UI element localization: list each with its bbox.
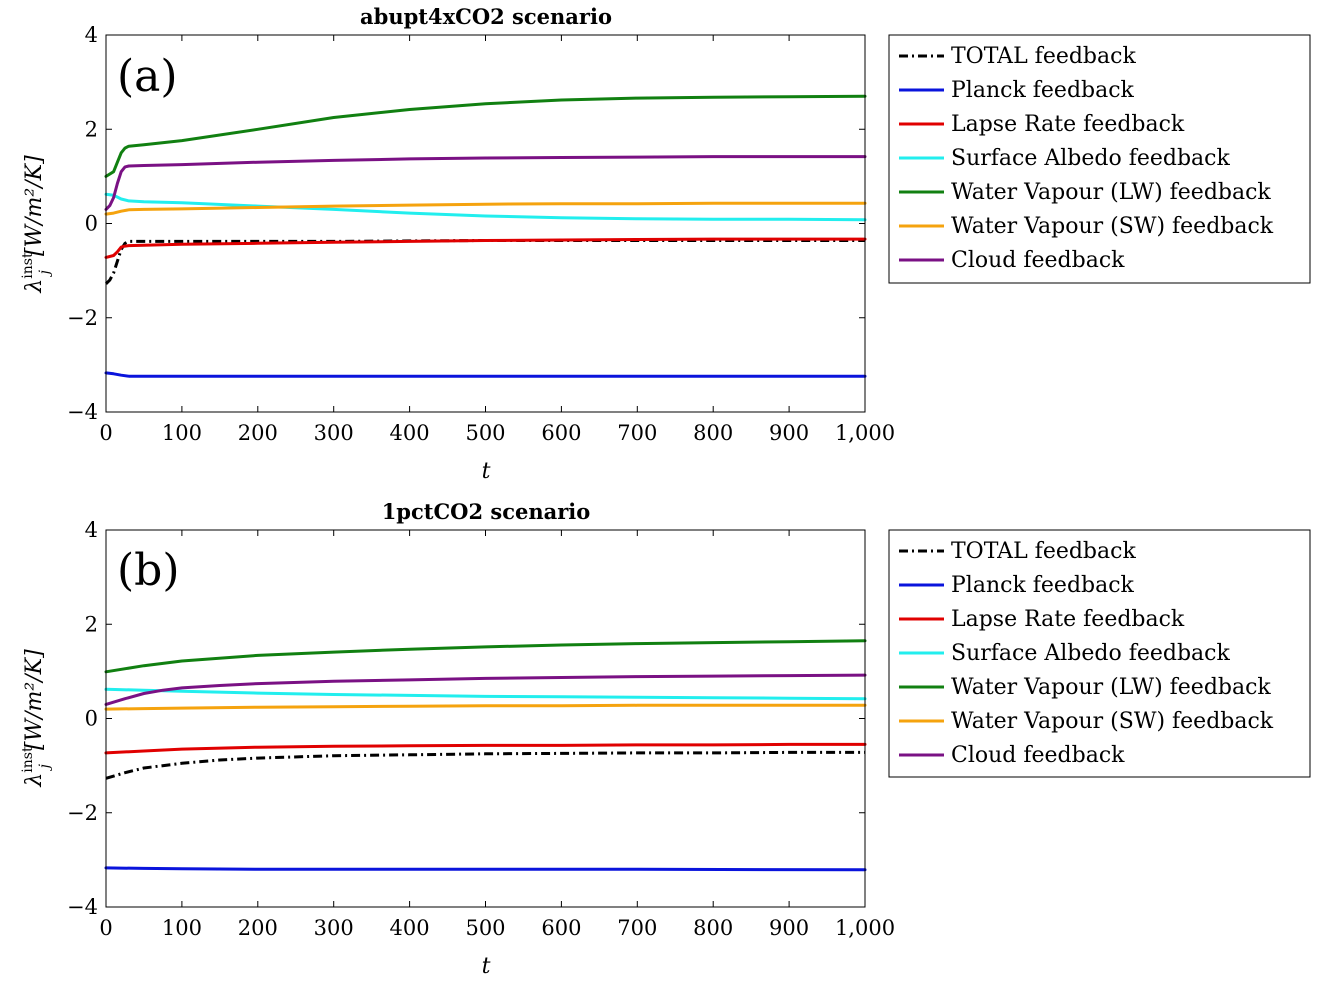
chart-title: 1pctCO2 scenario [382,499,591,524]
legend-entry: Cloud feedback [951,248,1125,273]
x-tick-label: 200 [238,916,278,940]
series-line-4 [104,687,867,701]
y-tick-label: 4 [85,518,98,542]
legend-box [888,529,1311,778]
y-tick-label: 0 [85,707,98,731]
x-axis-label: t [482,954,491,979]
y-label-units: [W/m²/K] [22,649,47,750]
x-tick-label: 300 [314,916,354,940]
legend-entry: Lapse Rate feedback [951,607,1185,632]
y-tick-label: −4 [67,895,98,919]
x-tick-label: 100 [162,421,202,445]
y-axis-label: λinstj [W/m²/K] [20,649,53,788]
x-tick-label: 900 [769,421,809,445]
legend-box [888,34,1311,284]
legend-entry: Water Vapour (SW) feedback [951,709,1274,734]
y-tick-label: −2 [67,306,98,330]
series-line-6 [104,201,867,216]
x-tick-label: 600 [541,421,581,445]
panel-label: (a) [117,51,178,102]
legend-entry: Planck feedback [951,78,1135,103]
legend: TOTAL feedback Planck feedback Lapse Rate … [888,34,1311,284]
legend-entry: Water Vapour (LW) feedback [951,180,1271,205]
legend-entry: Surface Albedo feedback [951,146,1230,171]
series-line-2 [104,866,867,872]
panel-label: (b) [117,545,180,596]
y-tick-label: −4 [67,400,98,424]
series-line-2 [104,371,867,378]
series-line-7 [104,155,867,211]
plot-frame [105,529,866,908]
legend-entry: TOTAL feedback [951,44,1136,69]
y-tick-label: 0 [85,212,98,236]
chart-title: abupt4xCO2 scenario [360,4,612,29]
x-tick-label: 200 [238,421,278,445]
x-tick-label: 400 [390,421,430,445]
x-tick-label: 1,000 [835,421,895,445]
y-axis-label: λinstj [W/m²/K] [20,155,53,294]
legend-entry: Cloud feedback [951,743,1125,768]
y-label-subscript: j [37,763,53,771]
x-tick-label: 700 [617,421,657,445]
x-tick-label: 300 [314,421,354,445]
x-tick-label: 0 [99,916,112,940]
y-label-superscript: inst [20,746,36,773]
legend-entry: Surface Albedo feedback [951,641,1230,666]
legend-entry: Planck feedback [951,573,1135,598]
plot-area: 0 100 200 300 400 500 600 700 800 900 1,000 −4 −2 0 2 4 [67,23,895,445]
x-tick-label: 400 [390,916,430,940]
x-tick-label: 500 [465,916,505,940]
y-tick-label: 2 [85,612,98,636]
series-line-6 [104,703,867,711]
series-line-1 [105,750,865,780]
panel-a: abupt4xCO2 scenario (a) λinstj [W/m²/K] t… [20,4,1311,484]
y-label-superscript: inst [20,252,36,279]
x-tick-label: 800 [693,916,733,940]
series-line-1 [104,239,865,285]
plot-frame [105,34,866,413]
y-tick-label: 2 [85,117,98,141]
x-tick-label: 900 [769,916,809,940]
svg-text:λinstj[W/m²/K]: λinstj [W/m²/K] [20,649,53,788]
y-tick-label: −2 [67,801,98,825]
y-label-units: [W/m²/K] [22,155,47,256]
x-tick-label: 0 [99,421,112,445]
panel-b: 1pctCO2 scenario (b) λinstj [W/m²/K] t 0 1… [20,499,1311,979]
series-line-5 [104,94,867,178]
y-label-symbol: λ [22,773,47,788]
series-line-4 [104,192,867,222]
x-tick-label: 600 [541,916,581,940]
x-tick-label: 1,000 [835,916,895,940]
y-label-subscript: j [37,269,53,277]
y-label-symbol: λ [22,279,47,294]
legend-entry: Water Vapour (LW) feedback [951,675,1271,700]
legend: TOTAL feedback Planck feedback Lapse Rate … [888,529,1311,778]
x-tick-label: 500 [465,421,505,445]
series-line-7 [104,673,867,706]
legend-entry: TOTAL feedback [951,539,1136,564]
legend-entry: Water Vapour (SW) feedback [951,214,1274,239]
svg-text:λinstj[W/m²/K]: λinstj [W/m²/K] [20,155,53,294]
series-line-3 [104,742,867,755]
x-axis-label: t [482,459,491,484]
y-tick-label: 4 [85,23,98,47]
series-line-3 [104,237,867,259]
series-line-5 [104,639,867,674]
legend-entry: Lapse Rate feedback [951,112,1185,137]
x-tick-label: 100 [162,916,202,940]
x-tick-label: 800 [693,421,733,445]
x-tick-label: 700 [617,916,657,940]
plot-area: 0 100 200 300 400 500 600 700 800 900 1,000 −4 −2 0 2 4 [67,518,895,940]
